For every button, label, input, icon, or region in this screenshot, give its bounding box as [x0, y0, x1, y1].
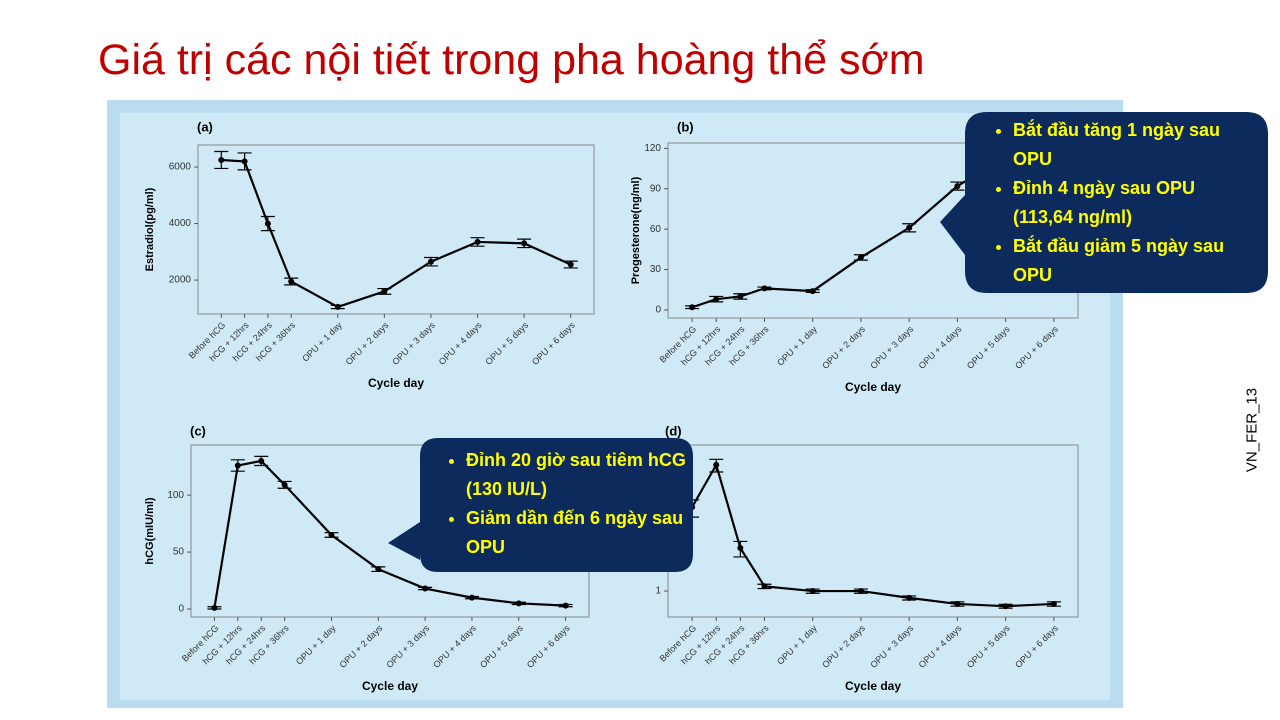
- data-line: [691, 462, 1054, 608]
- data-point: [474, 238, 481, 245]
- data-point: [809, 588, 816, 595]
- data-point: [234, 462, 241, 469]
- y-tick-label: 90: [650, 183, 662, 194]
- y-tick-label: 120: [644, 143, 661, 154]
- data-point: [689, 304, 696, 311]
- plot-area: [197, 144, 595, 315]
- data-point: [375, 566, 382, 573]
- data-point: [521, 240, 528, 247]
- data-point: [857, 254, 864, 261]
- callout-item: Giảm dần đến 6 ngày sau OPU: [466, 504, 688, 562]
- x-axis-label: Cycle day: [845, 380, 901, 394]
- y-axis-label: Estradiol(pg/ml): [144, 187, 156, 271]
- panel-label: (d): [665, 423, 682, 438]
- data-point: [954, 600, 961, 607]
- data-point: [1050, 600, 1057, 607]
- slide-title: Giá trị các nội tiết trong pha hoàng thể…: [98, 36, 925, 84]
- data-point: [809, 288, 816, 295]
- data-point: [218, 156, 225, 163]
- callout-box: [940, 112, 1268, 293]
- callout-item: Đỉnh 20 giờ sau tiêm hCG (130 IU/L): [466, 446, 688, 504]
- data-point: [954, 183, 961, 190]
- y-tick-label: 4000: [169, 218, 192, 229]
- data-point: [906, 224, 913, 231]
- y-tick-label: 100: [167, 490, 184, 501]
- x-axis-label: Cycle day: [845, 679, 901, 693]
- callout: Đỉnh 20 giờ sau tiêm hCG (130 IU/L)Giảm …: [438, 446, 688, 562]
- data-point: [468, 594, 475, 601]
- callout-box: [388, 438, 693, 572]
- data-point: [567, 261, 574, 268]
- callout-item: Bắt đầu giảm 5 ngày sau OPU: [1013, 232, 1255, 290]
- data-line: [213, 459, 566, 609]
- data-point: [857, 588, 864, 595]
- data-point: [761, 285, 768, 292]
- data-point: [737, 293, 744, 300]
- y-tick-label: 50: [173, 547, 185, 558]
- data-point: [713, 461, 720, 468]
- panel-label: (a): [197, 119, 213, 134]
- y-axis-label: Progesterone(ng/ml): [630, 176, 642, 284]
- data-point: [737, 545, 744, 552]
- callout-item: Bắt đầu tăng 1 ngày sau OPU: [1013, 116, 1255, 174]
- data-point: [422, 585, 429, 592]
- y-tick-label: 6000: [169, 162, 192, 173]
- x-axis-label: Cycle day: [368, 376, 424, 390]
- y-tick-label: 1: [655, 586, 661, 597]
- callout: Bắt đầu tăng 1 ngày sau OPUĐỉnh 4 ngày s…: [985, 116, 1255, 290]
- data-point: [211, 604, 218, 611]
- data-point: [334, 303, 341, 310]
- y-axis-label: hCG(mIU/ml): [144, 497, 156, 565]
- y-tick-label: 0: [178, 604, 184, 615]
- data-point: [288, 278, 295, 285]
- data-point: [281, 481, 288, 488]
- x-axis-label: Cycle day: [362, 679, 418, 693]
- data-line: [221, 158, 572, 309]
- data-point: [761, 583, 768, 590]
- data-point: [427, 258, 434, 265]
- y-tick-label: 30: [650, 264, 662, 275]
- data-point: [381, 288, 388, 295]
- panel-label: (b): [677, 119, 694, 134]
- data-point: [515, 600, 522, 607]
- data-point: [241, 158, 248, 165]
- panel-label: (c): [190, 423, 206, 438]
- data-point: [1002, 603, 1009, 610]
- data-point: [562, 602, 569, 609]
- data-point: [328, 531, 335, 538]
- y-tick-label: 0: [655, 305, 661, 316]
- data-point: [906, 594, 913, 601]
- data-point: [713, 296, 720, 303]
- slide-code: VN_FER_13: [1243, 387, 1261, 473]
- callout-item: Đỉnh 4 ngày sau OPU (113,64 ng/ml): [1013, 174, 1255, 232]
- data-point: [264, 220, 271, 227]
- y-tick-label: 60: [650, 224, 662, 235]
- data-point: [258, 457, 265, 464]
- y-tick-label: 2000: [169, 275, 192, 286]
